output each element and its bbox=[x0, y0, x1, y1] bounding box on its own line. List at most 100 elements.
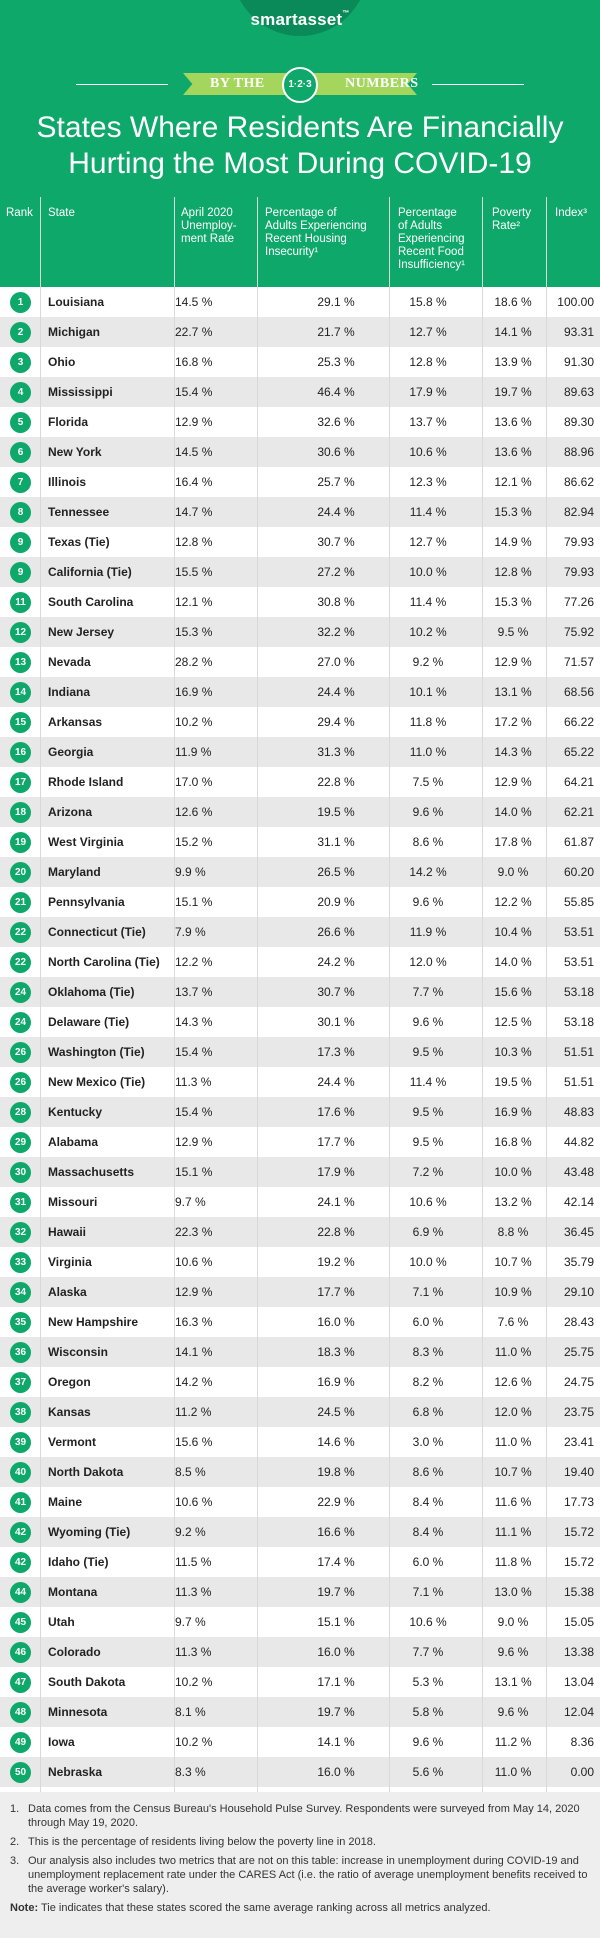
state-name: Kansas bbox=[48, 1405, 91, 1419]
food-insufficiency: 3.0 % bbox=[412, 1435, 444, 1449]
index-score: 48.83 bbox=[563, 1105, 594, 1119]
housing-insecurity: 22.8 % bbox=[317, 775, 355, 789]
poverty-rate: 9.0 % bbox=[497, 865, 529, 879]
table-row: 24 Delaware (Tie) 14.3 % 30.1 % 9.6 % 12.5 % 5… bbox=[0, 1007, 600, 1037]
food-insufficiency: 10.0 % bbox=[409, 1255, 447, 1269]
col-poverty: Poverty Rate² bbox=[492, 207, 531, 233]
index-score: 64.21 bbox=[563, 775, 594, 789]
state-name: Hawaii bbox=[48, 1225, 87, 1239]
col-index: Index³ bbox=[555, 207, 587, 219]
food-insufficiency: 12.7 % bbox=[409, 325, 447, 339]
rank-badge: 48 bbox=[10, 1702, 31, 1723]
index-score: 44.82 bbox=[563, 1135, 594, 1149]
index-score: 23.75 bbox=[563, 1405, 594, 1419]
col-housing-line: Adults Experiencing bbox=[265, 220, 367, 232]
poverty-rate: 17.2 % bbox=[494, 715, 532, 729]
rank-badge: 7 bbox=[10, 472, 31, 493]
col-food-line: Recent Food bbox=[398, 246, 464, 258]
table-row: 4 Mississippi 15.4 % 46.4 % 17.9 % 19.7 % 89.6… bbox=[0, 377, 600, 407]
housing-insecurity: 24.1 % bbox=[317, 1195, 355, 1209]
index-score: 66.22 bbox=[563, 715, 594, 729]
unemployment-rate: 11.3 % bbox=[175, 1585, 212, 1599]
footnote-number: 1. bbox=[10, 1803, 20, 1815]
unemployment-rate: 15.4 % bbox=[175, 385, 213, 399]
state-name: Illinois bbox=[48, 475, 87, 489]
rank-badge: 49 bbox=[10, 1732, 31, 1753]
poverty-rate: 10.7 % bbox=[494, 1255, 532, 1269]
smartasset-logo[interactable]: smartasset™ bbox=[0, 10, 600, 30]
housing-insecurity: 15.1 % bbox=[317, 1615, 355, 1629]
housing-insecurity: 24.2 % bbox=[317, 955, 355, 969]
unemployment-rate: 13.7 % bbox=[175, 985, 213, 999]
col-food-line: Experiencing bbox=[398, 233, 465, 245]
poverty-rate: 13.0 % bbox=[494, 1585, 532, 1599]
housing-insecurity: 25.3 % bbox=[317, 355, 355, 369]
state-name: Nevada bbox=[48, 655, 91, 669]
food-insufficiency: 8.6 % bbox=[412, 1465, 444, 1479]
poverty-rate: 13.6 % bbox=[494, 445, 532, 459]
food-insufficiency: 11.8 % bbox=[409, 715, 447, 729]
food-insufficiency: 6.0 % bbox=[412, 1555, 444, 1569]
state-name: Vermont bbox=[48, 1435, 97, 1449]
unemployment-rate: 15.6 % bbox=[175, 1435, 213, 1449]
housing-insecurity: 24.4 % bbox=[317, 685, 355, 699]
column-divider bbox=[389, 197, 390, 1792]
rank-badge: 11 bbox=[10, 592, 31, 613]
housing-insecurity: 17.7 % bbox=[317, 1285, 355, 1299]
unemployment-rate: 22.3 % bbox=[175, 1225, 213, 1239]
table-row: 26 New Mexico (Tie) 11.3 % 24.4 % 11.4 % 19.5… bbox=[0, 1067, 600, 1097]
food-insufficiency: 8.4 % bbox=[412, 1525, 444, 1539]
state-name: Texas (Tie) bbox=[48, 535, 110, 549]
state-name: New Jersey bbox=[48, 625, 115, 639]
food-insufficiency: 11.9 % bbox=[409, 925, 447, 939]
housing-insecurity: 29.4 % bbox=[317, 715, 355, 729]
food-insufficiency: 9.6 % bbox=[412, 895, 444, 909]
table-row: 20 Maryland 9.9 % 26.5 % 14.2 % 9.0 % 60.20 bbox=[0, 857, 600, 887]
state-name: Missouri bbox=[48, 1195, 98, 1209]
unemployment-rate: 12.1 % bbox=[175, 595, 213, 609]
housing-insecurity: 27.2 % bbox=[317, 565, 355, 579]
food-insufficiency: 10.0 % bbox=[409, 565, 447, 579]
col-food-line: Insufficiency¹ bbox=[398, 259, 465, 271]
ribbon-line-right bbox=[432, 84, 524, 85]
state-name: Georgia bbox=[48, 745, 94, 759]
table-row: 21 Pennsylvania 15.1 % 20.9 % 9.6 % 12.2 % 55.… bbox=[0, 887, 600, 917]
table-row: 48 Minnesota 8.1 % 19.7 % 5.8 % 9.6 % 12.04 bbox=[0, 1697, 600, 1727]
poverty-rate: 10.9 % bbox=[494, 1285, 532, 1299]
table-row: 9 Texas (Tie) 12.8 % 30.7 % 12.7 % 14.9 % 79.9… bbox=[0, 527, 600, 557]
unemployment-rate: 10.6 % bbox=[175, 1255, 213, 1269]
unemployment-rate: 8.5 % bbox=[175, 1465, 206, 1479]
index-score: 75.92 bbox=[563, 625, 594, 639]
index-score: 53.18 bbox=[563, 985, 594, 999]
food-insufficiency: 6.8 % bbox=[412, 1405, 444, 1419]
food-insufficiency: 5.8 % bbox=[412, 1705, 444, 1719]
index-score: 89.63 bbox=[563, 385, 594, 399]
housing-insecurity: 16.9 % bbox=[317, 1375, 355, 1389]
table-row: 35 New Hampshire 16.3 % 16.0 % 6.0 % 7.6 % 28.… bbox=[0, 1307, 600, 1337]
unemployment-rate: 15.4 % bbox=[175, 1045, 213, 1059]
housing-insecurity: 30.8 % bbox=[317, 595, 355, 609]
table-row: 47 South Dakota 10.2 % 17.1 % 5.3 % 13.1 % 13.… bbox=[0, 1667, 600, 1697]
unemployment-rate: 8.1 % bbox=[175, 1705, 206, 1719]
rank-badge: 9 bbox=[10, 532, 31, 553]
food-insufficiency: 11.0 % bbox=[409, 745, 447, 759]
housing-insecurity: 24.5 % bbox=[317, 1405, 355, 1419]
food-insufficiency: 7.7 % bbox=[412, 1645, 444, 1659]
table-row: 26 Washington (Tie) 15.4 % 17.3 % 9.5 % 10.3 … bbox=[0, 1037, 600, 1067]
table-row: 16 Georgia 11.9 % 31.3 % 11.0 % 14.3 % 65.22 bbox=[0, 737, 600, 767]
food-insufficiency: 10.1 % bbox=[409, 685, 447, 699]
column-divider bbox=[40, 197, 41, 1792]
col-housing-line: Percentage of bbox=[265, 207, 337, 219]
footnote-item: 3. Our analysis also includes two metrics… bbox=[10, 1854, 590, 1896]
housing-insecurity: 16.6 % bbox=[317, 1525, 355, 1539]
poverty-rate: 9.6 % bbox=[497, 1645, 529, 1659]
state-name: Florida bbox=[48, 415, 89, 429]
unemployment-rate: 17.0 % bbox=[175, 775, 213, 789]
housing-insecurity: 17.9 % bbox=[317, 1165, 355, 1179]
index-score: 35.79 bbox=[563, 1255, 594, 1269]
poverty-rate: 11.0 % bbox=[494, 1435, 532, 1449]
poverty-rate: 15.3 % bbox=[494, 595, 532, 609]
index-score: 53.51 bbox=[563, 925, 594, 939]
food-insufficiency: 7.1 % bbox=[412, 1585, 444, 1599]
col-poverty-line: Poverty bbox=[492, 207, 531, 219]
